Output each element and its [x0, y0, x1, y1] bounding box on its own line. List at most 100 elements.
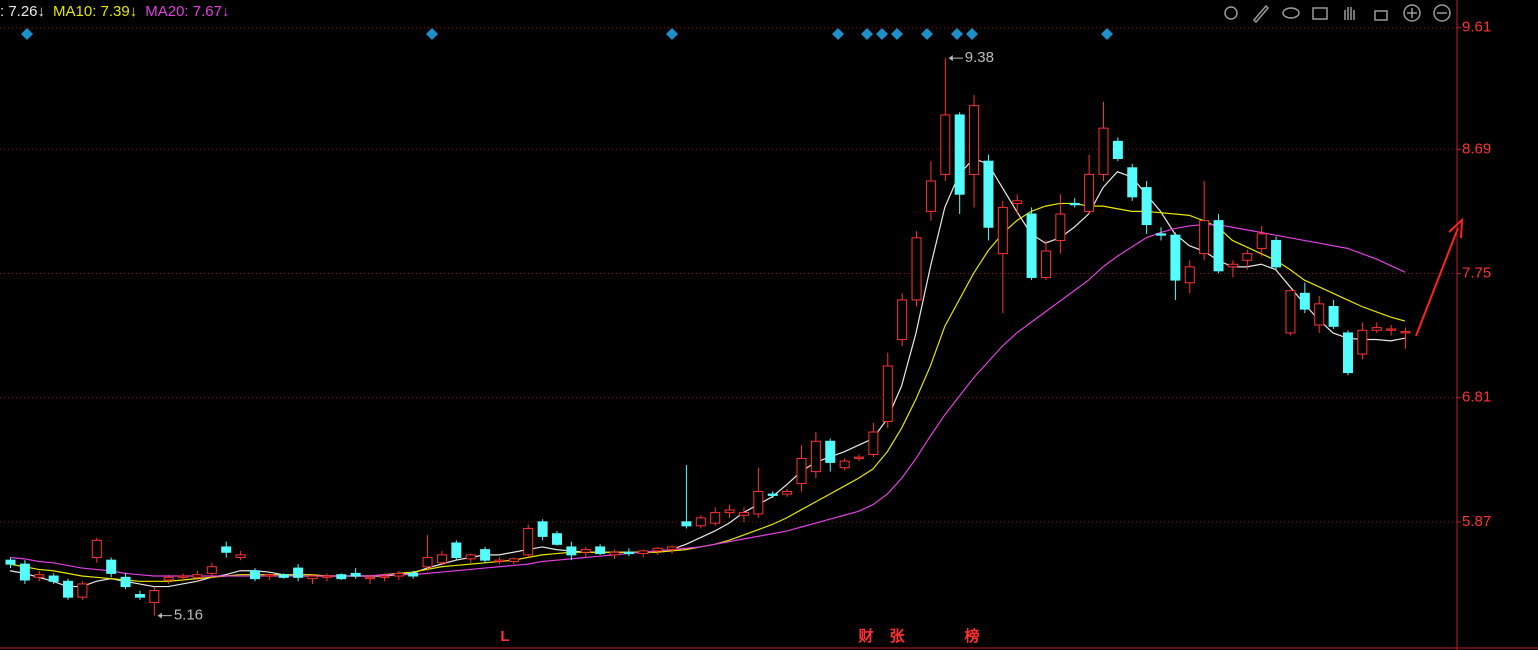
candle-body	[1098, 127, 1109, 175]
event-label: 张	[889, 628, 905, 645]
candle-body	[839, 460, 850, 469]
trend-arrow	[1415, 217, 1464, 337]
lock-icon[interactable]	[1374, 10, 1388, 21]
candle-body	[954, 114, 965, 195]
candle-body	[264, 574, 275, 577]
candle-body	[77, 583, 88, 598]
candle-body	[350, 572, 361, 577]
candle-body	[997, 206, 1008, 255]
candle-body	[1026, 213, 1037, 278]
candle-body	[106, 559, 117, 574]
ma-line	[9, 223, 1406, 577]
y-tick-label: 8.69	[1462, 140, 1491, 157]
candle-body	[623, 551, 634, 555]
candle-body	[178, 575, 189, 578]
annotation-high-arrowhead	[948, 55, 953, 62]
candle-body	[738, 512, 749, 516]
candle-body	[767, 493, 778, 496]
candle-body	[724, 509, 735, 514]
candle-body	[336, 574, 347, 580]
candle-body	[652, 547, 663, 552]
candle-body	[480, 549, 491, 561]
view-icon[interactable]	[1282, 7, 1300, 19]
candle-body	[1184, 266, 1195, 284]
event-label: 榜	[964, 627, 979, 645]
candle-body	[451, 542, 462, 559]
legend-entry: MA20: 7.67↓	[145, 3, 229, 20]
candle-body	[63, 580, 74, 598]
candle-body	[825, 440, 836, 463]
ma-line	[9, 157, 1406, 588]
candle-body	[983, 160, 994, 228]
candle-body	[221, 546, 232, 553]
candle-body	[1227, 263, 1238, 268]
candle-body	[1040, 250, 1051, 278]
candle-body	[925, 180, 936, 212]
candle-body	[566, 546, 577, 556]
candle-body	[408, 572, 419, 577]
candle-body	[1285, 290, 1296, 334]
candle-body	[134, 594, 145, 598]
legend-entry: : 7.26↓	[0, 3, 45, 20]
candle-body	[379, 575, 390, 578]
candle-body	[580, 549, 591, 553]
candle-body	[1256, 233, 1267, 249]
candle-body	[1141, 187, 1152, 226]
candle-body	[163, 576, 174, 581]
candle-body	[1199, 220, 1210, 255]
candle-body	[206, 566, 217, 574]
annotation-low-arrowhead	[157, 612, 162, 619]
zoom-out-icon[interactable]	[1433, 4, 1451, 22]
candle-body	[1342, 332, 1353, 374]
draw-icon[interactable]	[1252, 4, 1270, 24]
y-tick-label: 7.75	[1462, 264, 1491, 281]
candle-body	[753, 490, 764, 515]
candle-body	[149, 590, 160, 603]
candle-body	[1112, 140, 1123, 160]
y-tick-label: 9.61	[1462, 19, 1491, 36]
annotation-low: 5.16	[174, 607, 203, 624]
candle-body	[278, 574, 289, 578]
candle-body	[710, 512, 721, 524]
ma-line	[9, 202, 1406, 582]
hand-icon[interactable]	[1344, 7, 1355, 20]
annotation-high: 9.38	[965, 49, 994, 66]
candle-body	[969, 105, 980, 175]
legend-entry: MA10: 7.39↓	[53, 3, 137, 20]
candle-body	[681, 521, 692, 527]
candle-body	[465, 554, 476, 560]
settings-icon[interactable]	[1224, 6, 1238, 20]
candle-body	[1357, 329, 1368, 355]
candle-body	[1271, 239, 1282, 268]
candle-body	[911, 237, 922, 301]
candle-body	[1012, 200, 1023, 204]
box-icon[interactable]	[1312, 7, 1328, 20]
candle-body	[48, 575, 59, 582]
candle-body	[422, 557, 433, 568]
candle-body	[192, 574, 203, 578]
candle-body	[1213, 220, 1224, 272]
candle-body	[940, 114, 951, 175]
candle-body	[810, 440, 821, 473]
candle-body	[293, 567, 304, 578]
event-label: L	[500, 628, 509, 645]
candle-body	[1127, 167, 1138, 198]
candle-body	[307, 575, 318, 580]
y-tick-label: 5.87	[1462, 513, 1491, 530]
candle-body	[19, 563, 30, 581]
candle-body	[595, 546, 606, 555]
candle-body	[1170, 234, 1181, 281]
zoom-in-icon[interactable]	[1403, 4, 1421, 22]
candle-body	[508, 558, 519, 562]
candle-body	[1242, 253, 1253, 261]
candle-body	[897, 299, 908, 341]
candle-body	[868, 431, 879, 455]
event-label: 财	[858, 627, 873, 645]
candle-body	[1084, 173, 1095, 212]
candle-body	[882, 365, 893, 422]
candle-body	[1400, 331, 1411, 334]
candle-body	[1055, 213, 1066, 241]
candle-body	[249, 570, 260, 580]
candle-body	[1386, 328, 1397, 331]
